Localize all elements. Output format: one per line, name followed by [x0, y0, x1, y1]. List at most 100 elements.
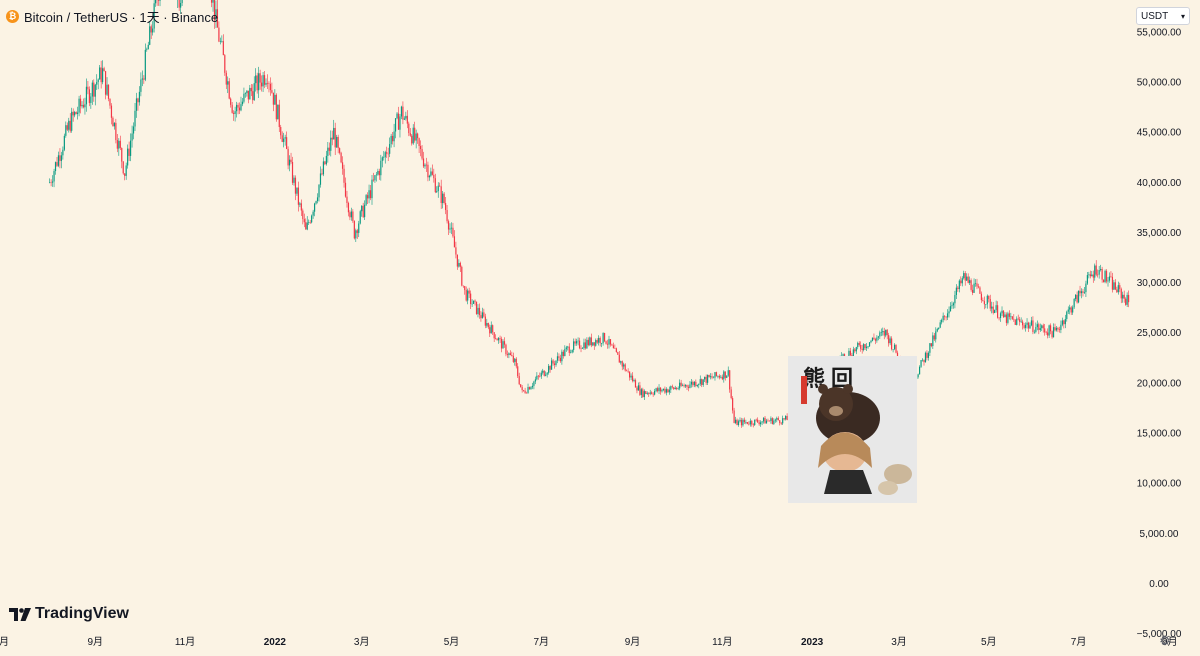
sticker-girl-dress: [824, 470, 872, 494]
candle-body: [247, 90, 249, 100]
candle-body: [49, 182, 51, 184]
candle-body: [525, 392, 528, 394]
candle-body: [1073, 298, 1075, 308]
candle-body: [886, 329, 888, 336]
candle-body: [502, 341, 504, 349]
sticker-girl-hair: [818, 432, 872, 468]
candle-body: [539, 376, 541, 377]
candle-body: [942, 315, 944, 321]
candle-body: [227, 81, 229, 85]
plot-background: [0, 0, 1132, 628]
candle-body: [1110, 276, 1112, 278]
candle-body: [308, 222, 310, 223]
candle-body: [334, 127, 336, 148]
candle-body: [651, 392, 653, 394]
x-tick-label: 2022: [264, 637, 287, 648]
candle-body: [125, 165, 127, 176]
candle-body: [534, 379, 536, 382]
candle-body: [266, 83, 269, 84]
candle-body: [261, 82, 263, 87]
candle-body: [350, 211, 352, 218]
candle-body: [714, 372, 716, 378]
candle-body: [921, 359, 924, 361]
candle-body: [658, 387, 660, 392]
candle-body: [291, 162, 294, 183]
candle-body: [873, 337, 875, 340]
candle-body: [643, 391, 645, 397]
candle-body: [1048, 325, 1050, 336]
candle-body: [521, 387, 523, 391]
candle-body: [458, 262, 460, 267]
candle-body: [1044, 328, 1046, 333]
candle-body: [935, 331, 937, 340]
candle-body: [493, 332, 495, 339]
candle-body: [986, 295, 988, 305]
candle-body: [446, 210, 448, 222]
currency-selector[interactable]: USDT ▾: [1136, 7, 1190, 25]
candle-body: [124, 173, 126, 176]
y-tick-label: 20,000.00: [1137, 378, 1182, 389]
candle-body: [74, 112, 76, 116]
candle-body: [733, 410, 735, 423]
candle-body: [474, 300, 476, 302]
x-tick-label: 7月: [1071, 636, 1087, 648]
candle-body: [861, 348, 863, 351]
gear-icon[interactable]: ⚙: [1159, 633, 1171, 648]
candle-body: [976, 283, 978, 287]
candle-body: [581, 348, 584, 349]
candle-body: [550, 360, 553, 370]
candle-body: [349, 212, 351, 218]
candle-body: [380, 160, 382, 176]
candle-body: [1023, 325, 1025, 328]
candle-body: [933, 335, 935, 340]
candle-body: [1105, 270, 1108, 282]
candle-body: [87, 86, 89, 90]
candle-body: [1086, 275, 1088, 284]
candle-body: [412, 127, 414, 144]
chart-title[interactable]: Bitcoin / TetherUS · 1天 · Binance: [24, 10, 219, 25]
candle-body: [511, 354, 513, 356]
candle-body: [693, 381, 695, 386]
candle-body: [138, 91, 141, 103]
candle-body: [1070, 307, 1072, 313]
candle-body: [752, 424, 754, 426]
candle-body: [929, 343, 931, 353]
candle-body: [1041, 325, 1043, 329]
candle-body: [842, 354, 844, 356]
candle-body: [306, 222, 308, 230]
candle-body: [418, 138, 420, 147]
candle-body: [411, 135, 413, 144]
candle-body: [1052, 327, 1055, 338]
candle-body: [630, 375, 632, 378]
candle-body: [116, 140, 118, 149]
candle-body: [122, 161, 124, 174]
candle-body: [1101, 268, 1103, 280]
tradingview-logo-icon: [9, 607, 31, 621]
candle-body: [340, 152, 342, 163]
sticker-dust-cloud: [884, 464, 912, 484]
candle-body: [592, 342, 594, 346]
candle-body: [361, 205, 363, 212]
candle-body: [322, 161, 325, 175]
candle-body: [1047, 332, 1049, 336]
candle-body: [683, 385, 685, 387]
candle-body: [546, 372, 548, 375]
candle-body: [876, 337, 878, 341]
y-tick-label: 25,000.00: [1137, 328, 1182, 339]
candle-body: [402, 106, 404, 120]
candle-body: [939, 322, 941, 328]
candle-body: [948, 311, 950, 314]
tradingview-logo[interactable]: TradingView: [9, 605, 129, 623]
candle-body: [667, 389, 669, 393]
candle-body: [405, 115, 407, 119]
candle-body: [483, 312, 485, 317]
candle-body: [337, 136, 339, 149]
candle-body: [281, 135, 283, 142]
candle-body: [665, 389, 667, 393]
candle-body: [113, 122, 115, 127]
candle-body: [620, 361, 622, 363]
candle-body: [275, 94, 277, 120]
candle-body: [979, 287, 981, 294]
